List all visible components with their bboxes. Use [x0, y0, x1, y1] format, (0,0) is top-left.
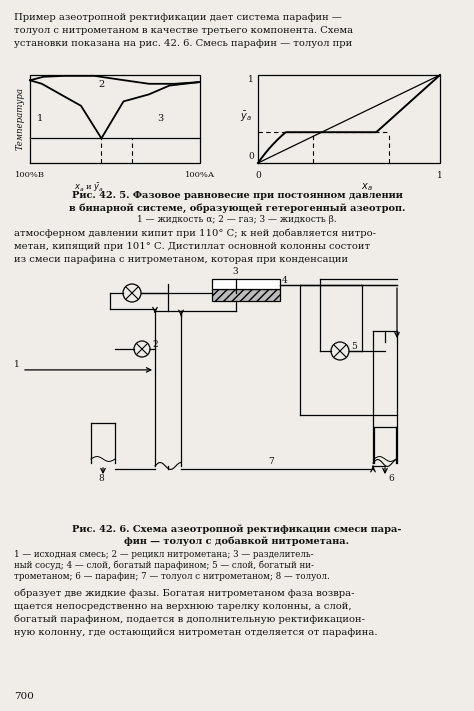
Text: Рис. 42. 5. Фазовое равновесие при постоянном давлении: Рис. 42. 5. Фазовое равновесие при посто…	[72, 191, 402, 200]
Text: 3: 3	[157, 114, 164, 123]
Text: Температура: Температура	[16, 87, 25, 151]
Bar	[212, 279, 280, 289]
Text: 100%В: 100%В	[15, 171, 45, 179]
Text: $x_a$ и $\bar{y}_a$: $x_a$ и $\bar{y}_a$	[74, 181, 105, 194]
Text: 1: 1	[14, 360, 20, 369]
Text: 7: 7	[268, 457, 274, 466]
Text: 0: 0	[248, 152, 254, 161]
Text: 1: 1	[248, 75, 254, 84]
Text: установки показана на рис. 42. 6. Смесь парафин — толуол при: установки показана на рис. 42. 6. Смесь …	[14, 39, 352, 48]
Bar	[212, 289, 280, 301]
Text: 1 — жидкость α; 2 — газ; 3 — жидкость β.: 1 — жидкость α; 2 — газ; 3 — жидкость β.	[137, 215, 337, 224]
Text: $\bar{y}_a$: $\bar{y}_a$	[240, 110, 252, 124]
Text: 2: 2	[152, 340, 158, 349]
Text: $x_a$: $x_a$	[361, 181, 373, 193]
Text: фин — толуол с добавкой нитрометана.: фин — толуол с добавкой нитрометана.	[125, 536, 349, 545]
Text: 0: 0	[255, 171, 261, 180]
Text: 6: 6	[388, 474, 394, 483]
Text: 8: 8	[98, 474, 104, 483]
Text: 3: 3	[233, 267, 238, 276]
Text: 100%А: 100%А	[185, 171, 215, 179]
Text: из смеси парафина с нитрометаном, которая при конденсации: из смеси парафина с нитрометаном, котора…	[14, 255, 348, 264]
Text: ную колонну, где остающийся нитрометан отделяется от парафина.: ную колонну, где остающийся нитрометан о…	[14, 628, 377, 637]
Text: богатый парафином, подается в дополнительную ректификацион-: богатый парафином, подается в дополнител…	[14, 615, 365, 624]
Text: 2: 2	[98, 80, 104, 90]
Text: толуол с нитрометаном в качестве третьего компонента. Схема: толуол с нитрометаном в качестве третьег…	[14, 26, 353, 35]
Text: 700: 700	[14, 692, 34, 701]
Text: в бинарной системе, образующей гетерогенный азеотроп.: в бинарной системе, образующей гетероген…	[69, 203, 405, 213]
Text: трометаном; 6 — парафин; 7 — толуол с нитрометаном; 8 — толуол.: трометаном; 6 — парафин; 7 — толуол с ни…	[14, 572, 330, 581]
Text: 5: 5	[351, 342, 357, 351]
Text: метан, кипящий при 101° С. Дистиллат основной колонны состоит: метан, кипящий при 101° С. Дистиллат осн…	[14, 242, 370, 251]
Text: 1: 1	[37, 114, 43, 123]
Text: 1 — исходная смесь; 2 — рецикл нитрометана; 3 — разделитель-: 1 — исходная смесь; 2 — рецикл нитромета…	[14, 550, 314, 559]
Text: Рис. 42. 6. Схема азеотропной ректификации смеси пара-: Рис. 42. 6. Схема азеотропной ректификац…	[73, 524, 401, 533]
Text: 4: 4	[282, 276, 288, 285]
Text: щается непосредственно на верхнюю тарелку колонны, а слой,: щается непосредственно на верхнюю тарелк…	[14, 602, 352, 611]
Text: 1: 1	[437, 171, 443, 180]
Text: Пример азеотропной ректификации дает система парафин —: Пример азеотропной ректификации дает сис…	[14, 13, 342, 22]
Text: образует две жидкие фазы. Богатая нитрометаном фаза возвра-: образует две жидкие фазы. Богатая нитром…	[14, 589, 355, 599]
Text: атмосферном давлении кипит при 110° С; к ней добавляется нитро-: атмосферном давлении кипит при 110° С; к…	[14, 229, 376, 238]
Text: ный сосуд; 4 — слой, богатый парафином; 5 — слой, богатый ни-: ный сосуд; 4 — слой, богатый парафином; …	[14, 561, 314, 570]
